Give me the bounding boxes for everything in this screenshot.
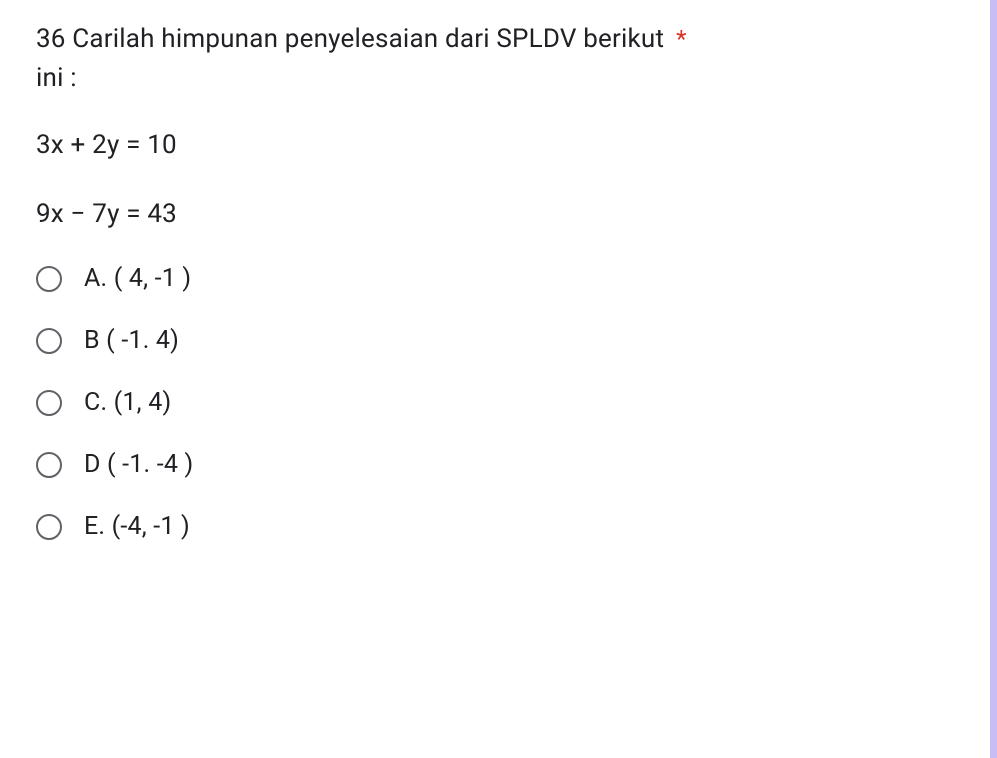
- option-d-label: D ( -1. -4 ): [84, 450, 193, 479]
- question-text-block: 36 Carilah himpunan penyelesaian dari SP…: [36, 20, 686, 98]
- option-b[interactable]: B ( -1. 4): [36, 326, 961, 355]
- option-c[interactable]: C. (1, 4): [36, 388, 961, 417]
- option-e-label: E. (-4, -1 ): [84, 512, 190, 541]
- equation-1: 3x + 2y = 10: [36, 126, 961, 165]
- option-c-label: C. (1, 4): [84, 388, 171, 417]
- question-text-line1: 36 Carilah himpunan penyelesaian dari SP…: [36, 24, 664, 54]
- options-list: A. ( 4, -1 ) B ( -1. 4) C. (1, 4) D ( -1…: [36, 264, 961, 541]
- radio-icon[interactable]: [36, 328, 62, 354]
- equations-block: 3x + 2y = 10 9x − 7y = 43: [36, 126, 961, 234]
- equation-2: 9x − 7y = 43: [36, 195, 961, 234]
- question-text-line2: ini :: [36, 59, 686, 98]
- required-asterisk: *: [676, 25, 686, 53]
- radio-icon[interactable]: [36, 514, 62, 540]
- side-border: [990, 0, 997, 758]
- radio-icon[interactable]: [36, 452, 62, 478]
- option-a[interactable]: A. ( 4, -1 ): [36, 264, 961, 293]
- question-container: 36 Carilah himpunan penyelesaian dari SP…: [0, 0, 997, 758]
- radio-icon[interactable]: [36, 266, 62, 292]
- option-d[interactable]: D ( -1. -4 ): [36, 450, 961, 479]
- question-text-row: 36 Carilah himpunan penyelesaian dari SP…: [36, 20, 961, 98]
- option-a-label: A. ( 4, -1 ): [84, 264, 191, 293]
- radio-icon[interactable]: [36, 390, 62, 416]
- option-e[interactable]: E. (-4, -1 ): [36, 512, 961, 541]
- option-b-label: B ( -1. 4): [84, 326, 179, 355]
